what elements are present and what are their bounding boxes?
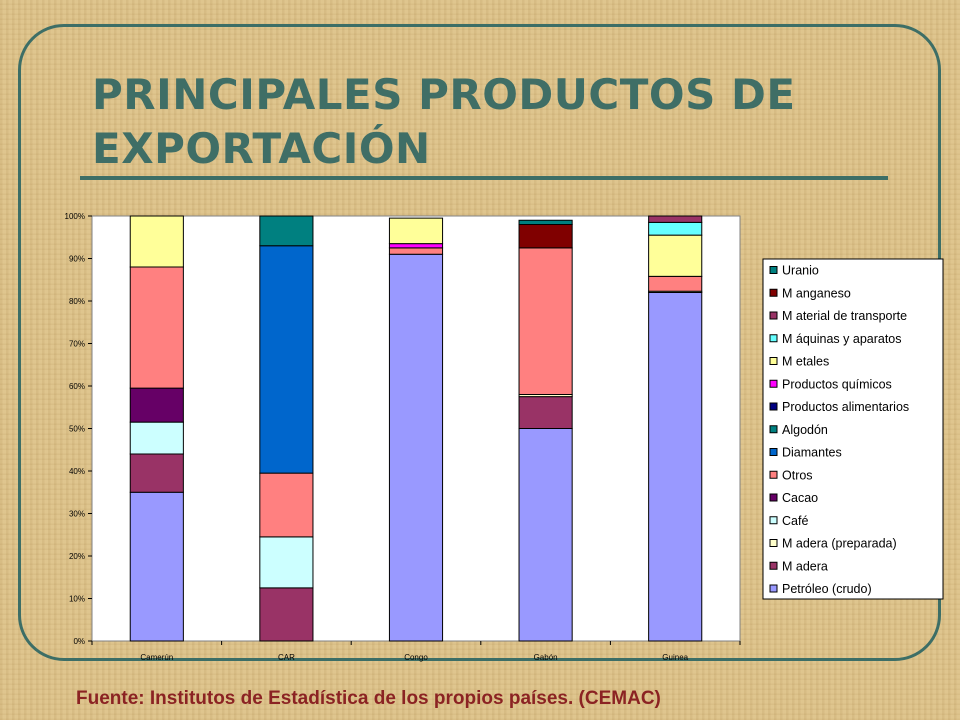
source-note: Fuente: Institutos de Estadística de los…: [76, 688, 661, 709]
y-tick-label: 0%: [73, 637, 85, 646]
legend-swatch: [769, 425, 778, 434]
legend-label: M adera (preparada): [782, 537, 897, 551]
legend-swatch: [769, 470, 778, 479]
x-tick-label: Gabón: [534, 653, 558, 662]
legend-label: Cacao: [782, 491, 818, 505]
bars: [129, 215, 703, 642]
y-tick-label: 60%: [69, 382, 85, 391]
bar-segment: [648, 221, 703, 236]
legend-swatch: [769, 493, 778, 502]
bar-segment: [518, 247, 573, 395]
y-tick-label: 90%: [69, 255, 85, 264]
legend-label: Café: [782, 514, 808, 528]
bar-segment: [129, 453, 184, 493]
y-tick-label: 50%: [69, 425, 85, 434]
y-tick-label: 80%: [69, 297, 85, 306]
y-tick-label: 70%: [69, 340, 85, 349]
bar-segment: [129, 266, 184, 389]
legend-label: Algodón: [782, 423, 828, 437]
bar-segment: [518, 219, 573, 225]
legend-label: Petróleo (crudo): [782, 582, 872, 596]
title-line-2: EXPORTACIÓN: [92, 124, 431, 173]
bar-segment: [518, 428, 573, 642]
y-tick-label: 20%: [69, 552, 85, 561]
bar-segment: [259, 215, 314, 247]
bar-segment: [388, 243, 444, 249]
legend-swatch: [769, 266, 778, 274]
legend-label: Productos químicos: [782, 377, 892, 391]
bar-segment: [259, 536, 314, 589]
bar-segment: [259, 587, 314, 642]
legend-swatch: [769, 561, 778, 570]
y-tick-label: 100%: [65, 212, 85, 221]
legend-swatch: [769, 402, 778, 411]
bar-segment: [388, 247, 444, 255]
legend-label: M anganeso: [782, 286, 851, 300]
bar-segment: [518, 396, 573, 429]
legend-swatch: [769, 584, 778, 593]
legend-label: M adera: [782, 559, 828, 573]
title-underline: [80, 176, 888, 180]
slide-title: PRINCIPALES PRODUCTOS DE EXPORTACIÓN: [92, 68, 912, 176]
bar-segment: [648, 275, 703, 292]
legend-label: Diamantes: [782, 446, 842, 460]
legend-label: M etales: [782, 355, 829, 369]
bar-segment: [648, 292, 703, 642]
x-tick-label: Camerún: [140, 653, 173, 662]
legend-label: M aterial de transporte: [782, 309, 907, 323]
legend-swatch: [769, 288, 778, 297]
legend-swatch: [769, 539, 778, 547]
y-tick-label: 30%: [69, 510, 85, 519]
legend-swatch: [769, 448, 778, 456]
y-axis: 0% 10% 20% 30% 40% 50% 60% 70% 80% 90% 100%: [65, 212, 92, 646]
legend-label: Otros: [782, 468, 813, 482]
bar-segment: [129, 421, 184, 455]
bar-segment: [259, 245, 314, 474]
bar-segment: [259, 472, 314, 538]
legend-label: Uranio: [782, 264, 819, 278]
legend: Uranio M anganeso M aterial de transporte M…: [762, 258, 944, 600]
bar-segment: [129, 491, 184, 642]
legend-swatch: [769, 516, 778, 525]
bar-segment: [388, 253, 444, 642]
legend-label: Productos alimentarios: [782, 400, 909, 414]
x-tick-label: Congo: [404, 653, 428, 662]
legend-swatch: [769, 379, 778, 388]
legend-box: [762, 258, 944, 600]
y-tick-label: 40%: [69, 467, 85, 476]
bar-segment: [648, 234, 703, 277]
legend-swatch: [769, 334, 778, 343]
bar-segment: [129, 215, 184, 268]
legend-swatch: [769, 357, 778, 365]
title-line-1: PRINCIPALES PRODUCTOS DE: [92, 70, 796, 119]
legend-label: M áquinas y aparatos: [782, 332, 902, 346]
x-tick-label: CAR: [278, 653, 295, 662]
legend-swatch: [769, 311, 778, 320]
y-tick-label: 10%: [69, 595, 85, 604]
bar-segment: [129, 387, 184, 423]
x-axis: Camerún CAR Congo Gabón Guinea: [91, 641, 741, 662]
bar-segment: [518, 224, 573, 249]
x-tick-label: Guinea: [662, 653, 688, 662]
bar-segment: [388, 217, 444, 245]
bar-segment: [648, 215, 703, 223]
